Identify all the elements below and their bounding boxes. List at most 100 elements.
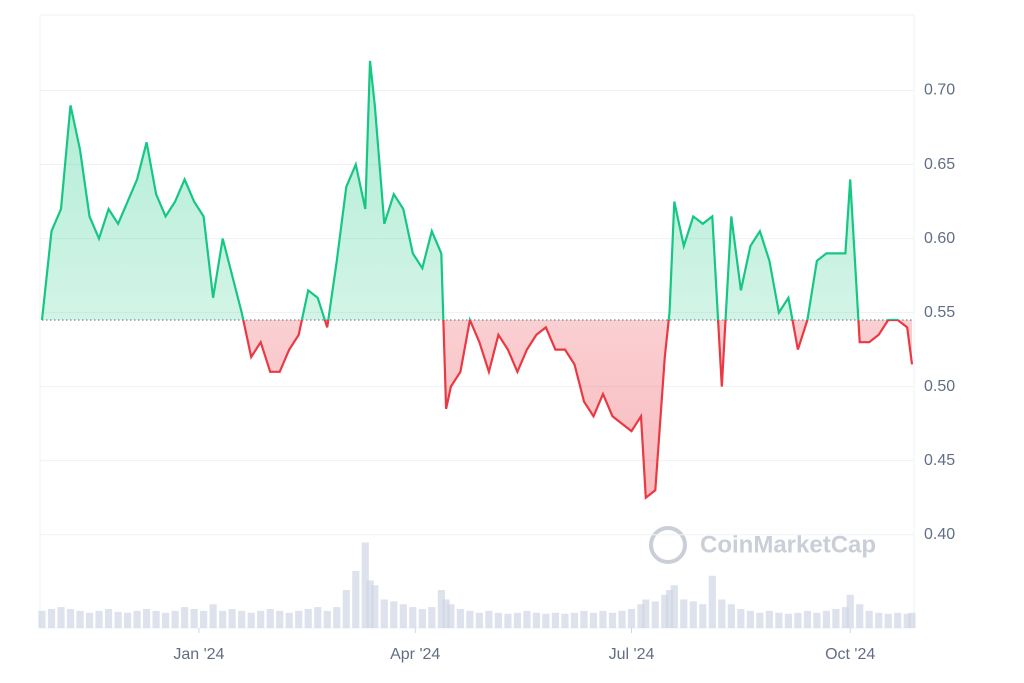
volume-bar xyxy=(200,610,208,628)
volume-bar xyxy=(143,609,151,628)
volume-bar xyxy=(123,612,132,628)
volume-bar xyxy=(171,610,179,628)
volume-bar xyxy=(689,601,697,628)
volume-bar xyxy=(485,610,493,628)
y-tick-label: 0.55 xyxy=(924,304,955,321)
volume-bar xyxy=(699,604,707,628)
x-tick-label: Oct '24 xyxy=(825,646,875,663)
volume-bar xyxy=(661,594,669,628)
area-down xyxy=(243,320,912,498)
volume-bar xyxy=(832,609,840,628)
x-tick-label: Apr '24 xyxy=(390,646,440,663)
volume-bar xyxy=(76,610,84,628)
volume-bar xyxy=(428,607,436,628)
volume-bar xyxy=(323,610,331,628)
volume-bar xyxy=(447,604,455,628)
volume-bar xyxy=(295,610,303,628)
y-tick-label: 0.40 xyxy=(924,526,955,543)
volume-bar xyxy=(66,609,75,628)
area-up xyxy=(42,60,912,321)
volume-bar xyxy=(718,599,726,628)
volume-bar xyxy=(333,607,341,628)
volume-bar xyxy=(670,585,678,628)
volume-bar xyxy=(95,610,103,628)
y-tick-label: 0.50 xyxy=(924,378,955,395)
volume-bar xyxy=(665,590,674,628)
volume-bar xyxy=(865,610,873,628)
volume-bar xyxy=(361,542,369,628)
y-tick-label: 0.45 xyxy=(924,452,955,469)
volume-bar xyxy=(475,612,483,628)
volume-bar xyxy=(285,612,293,628)
volume-bar xyxy=(47,609,56,628)
volume-bar xyxy=(627,609,636,628)
volume-bar xyxy=(794,612,802,628)
volume-bar xyxy=(38,610,46,628)
volume-bar xyxy=(727,604,735,628)
volume-bar xyxy=(456,609,464,628)
volume-bar xyxy=(775,612,783,628)
volume-bar xyxy=(466,610,474,628)
line-up xyxy=(40,60,900,321)
volume-bar xyxy=(152,610,160,628)
volume-bar xyxy=(352,571,360,628)
watermark-logo xyxy=(649,526,687,564)
volume-bar xyxy=(314,607,322,628)
volume-bar xyxy=(238,610,246,628)
volume-bar xyxy=(708,575,716,628)
volume-bar xyxy=(765,610,773,628)
volume-bar xyxy=(399,604,407,628)
volume-bar xyxy=(542,613,550,628)
volume-bar xyxy=(366,580,374,628)
volume-bar xyxy=(637,604,645,628)
y-tick-label: 0.60 xyxy=(924,230,955,247)
volume-bar xyxy=(247,612,255,628)
line-down xyxy=(42,320,914,500)
volume-bar xyxy=(85,612,94,628)
volume-bar xyxy=(219,610,227,628)
volume-bar xyxy=(651,601,659,628)
volume-bar xyxy=(418,609,426,628)
volume-bar xyxy=(608,612,617,628)
volume-bar xyxy=(504,613,512,628)
volume-bar xyxy=(390,601,398,628)
volume-bar xyxy=(784,613,792,628)
volume-bar xyxy=(494,612,502,628)
volume-bar xyxy=(618,610,626,628)
volume-bar xyxy=(532,612,541,628)
volume-bar xyxy=(409,607,417,628)
volume-bar xyxy=(257,610,265,628)
watermark: CoinMarketCap xyxy=(700,531,876,558)
volume-bar xyxy=(680,599,688,628)
volume-bar xyxy=(756,612,764,628)
volume-bar xyxy=(437,590,445,628)
y-tick-label: 0.65 xyxy=(924,156,955,173)
volume-bar xyxy=(181,607,189,628)
volume-bar xyxy=(856,604,864,628)
volume-bar xyxy=(642,599,650,628)
volume-bar xyxy=(846,594,854,628)
volume-bar xyxy=(276,610,284,628)
volume-bar xyxy=(162,612,170,628)
volume-bar xyxy=(813,612,821,628)
y-tick-label: 0.70 xyxy=(924,82,955,99)
volume-bar xyxy=(114,611,122,628)
volume-bar xyxy=(570,612,579,628)
volume-bar xyxy=(371,585,379,628)
volume-bar xyxy=(737,609,745,628)
volume-bar xyxy=(190,609,198,628)
volume-bar xyxy=(104,609,113,628)
volume-bar xyxy=(57,607,65,628)
volume-bar xyxy=(551,612,560,628)
volume-bar xyxy=(903,613,911,628)
volume-bar xyxy=(746,610,754,628)
x-tick-label: Jul '24 xyxy=(609,646,655,663)
volume-bar xyxy=(561,613,569,628)
volume-bar xyxy=(580,610,588,628)
volume-bar xyxy=(304,609,312,628)
volume-bar xyxy=(908,612,916,628)
volume-bar xyxy=(266,609,274,628)
volume-bar xyxy=(442,599,450,628)
volume-bar xyxy=(589,612,598,628)
